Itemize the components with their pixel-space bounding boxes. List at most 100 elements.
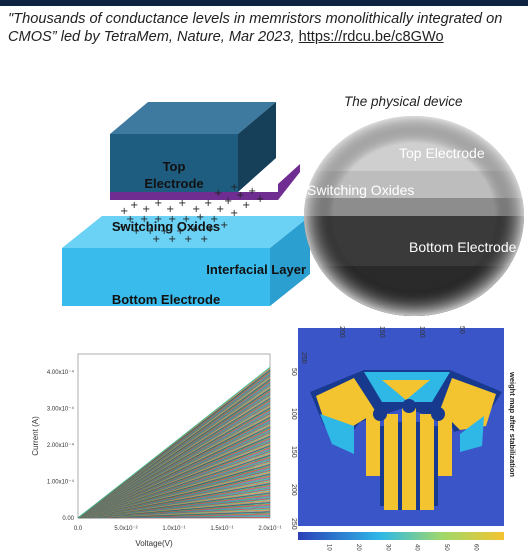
svg-text:+: + <box>168 234 176 245</box>
top-electrode-label-1: Top <box>163 159 186 174</box>
svg-text:+: + <box>224 196 232 207</box>
heatmap-top-tick-150: 150 <box>378 326 385 338</box>
colorbar-tick-label: 50 <box>443 544 449 551</box>
bottom-electrode-top-face <box>62 216 310 248</box>
vacancy-markers: + ++ + ++++ ++++ ++++ ++++ ++++ ++++ ++++ … <box>118 182 264 245</box>
citation: "Thousands of conductance levels in memr… <box>8 10 523 46</box>
top-electrode-label-2: Electrode <box>144 176 203 191</box>
heatmap-gap-2 <box>398 422 402 510</box>
heatmap-pillar-3 <box>402 408 416 510</box>
svg-text:+: + <box>146 226 154 237</box>
heatmap-knot-3 <box>431 407 445 421</box>
heatmap-left-tick-250: 250 <box>290 518 297 530</box>
svg-text:+: + <box>214 188 222 199</box>
svg-text:+: + <box>220 220 228 231</box>
heatmap-center-triangle <box>382 380 430 400</box>
svg-text:+: + <box>192 204 200 215</box>
iv-y-tick-label: 1.00x10⁻⁴ <box>47 479 75 486</box>
photo-bottom-electrode-label: Bottom Electrode <box>409 239 517 255</box>
iv-y-tick-label: 0.00 <box>62 516 74 522</box>
svg-text:+: + <box>140 214 148 225</box>
colorbar-tick-label: 30 <box>384 544 390 551</box>
heatmap-pillar-1 <box>366 414 380 476</box>
iv-x-axis-label: Voltage(V) <box>135 539 173 548</box>
heatmap-gap-3 <box>416 422 420 510</box>
heatmap-pillar-5 <box>438 414 452 476</box>
iv-y-tick-label: 2.00x10⁻⁴ <box>47 442 75 449</box>
heatmap-title: weight map after stabilization <box>508 371 517 477</box>
svg-text:+: + <box>182 214 190 225</box>
device-stack-diagram: + ++ + ++++ ++++ ++++ ++++ ++++ ++++ ++++ … <box>62 102 310 307</box>
heatmap-left-wing <box>316 378 376 428</box>
heatmap-pillar-4 <box>420 414 434 510</box>
svg-text:+: + <box>200 234 208 245</box>
svg-text:+: + <box>178 198 186 209</box>
heatmap-knot-1 <box>373 407 387 421</box>
svg-text:+: + <box>118 222 126 233</box>
svg-text:+: + <box>190 224 198 235</box>
svg-text:+: + <box>154 198 162 209</box>
svg-text:+: + <box>230 182 238 193</box>
heatmap-gap-1 <box>380 426 384 506</box>
svg-text:+: + <box>248 186 256 197</box>
iv-curves <box>77 366 271 519</box>
heatmap-pillar-2 <box>384 414 398 510</box>
iv-x-tick-label: 1.0x10⁻¹ <box>162 526 185 532</box>
bottom-electrode-side-face <box>270 216 310 306</box>
citation-link[interactable]: https://rdcu.be/c8GWo <box>298 29 444 45</box>
heatmap-left-tick-100: 100 <box>290 408 297 420</box>
bottom-electrode-front-face <box>62 248 270 306</box>
colorbar-tick-label: 40 <box>414 544 420 551</box>
svg-text:+: + <box>256 194 264 205</box>
svg-text:+: + <box>160 226 168 237</box>
svg-text:+: + <box>152 234 160 245</box>
svg-text:+: + <box>142 204 150 215</box>
switching-layer-strip <box>110 164 300 200</box>
svg-text:+: + <box>120 206 128 217</box>
citation-text: "Thousands of conductance levels in memr… <box>8 11 503 45</box>
svg-text:+: + <box>236 190 244 201</box>
switching-oxides-label: Switching Oxides <box>112 219 220 234</box>
svg-text:+: + <box>168 214 176 225</box>
top-banner-bar <box>0 0 528 6</box>
top-electrode-top-face <box>110 102 276 134</box>
heatmap-left-tick-200: 200 <box>290 484 297 496</box>
photo-switching-oxides-label: Switching Oxides <box>307 182 414 198</box>
svg-text:+: + <box>196 212 204 223</box>
iv-x-tick-label: 5.0x10⁻² <box>114 526 137 532</box>
svg-text:+: + <box>176 226 184 237</box>
tem-photo: Top Electrode Switching Oxides Bottom El… <box>304 116 524 316</box>
iv-y-axis-label: Current (A) <box>31 416 40 456</box>
weight-map-heatmap: 250 200 150 100 50 50 100 150 200 250 we… <box>290 326 517 551</box>
heatmap-left-tick-150: 150 <box>290 446 297 458</box>
svg-text:+: + <box>242 200 250 211</box>
svg-text:+: + <box>210 214 218 225</box>
heatmap-left-lower <box>320 414 354 454</box>
photo-top-electrode-label: Top Electrode <box>399 145 485 161</box>
iv-y-tick-label: 3.00x10⁻⁴ <box>47 406 75 413</box>
svg-text:+: + <box>204 198 212 209</box>
svg-text:+: + <box>230 208 238 219</box>
svg-text:+: + <box>154 214 162 225</box>
heatmap-right-wing <box>440 378 496 430</box>
heatmap-top-tick-100: 100 <box>418 326 425 338</box>
svg-text:+: + <box>206 224 214 235</box>
heatmap-right-lower <box>460 416 484 452</box>
heatmap-top-tick-250: 250 <box>300 352 307 364</box>
interfacial-layer-label: Interfacial Layer <box>206 262 306 277</box>
heatmap-colorbar <box>298 532 504 540</box>
heatmap-knot-2 <box>402 399 416 413</box>
iv-y-tick-label: 4.00x10⁻⁴ <box>47 369 75 376</box>
colorbar-tick-label: 20 <box>355 544 361 551</box>
svg-text:+: + <box>216 204 224 215</box>
photo-caption: The physical device <box>344 94 463 109</box>
heatmap-top-tick-50: 50 <box>458 326 465 334</box>
heatmap-top-tick-200: 200 <box>338 326 345 338</box>
colorbar-tick-label: 10 <box>325 544 331 551</box>
colorbar-tick-label: 60 <box>473 544 479 551</box>
svg-text:+: + <box>130 200 138 211</box>
top-electrode-side-face <box>238 102 276 192</box>
iv-curve-chart: 0.00 1.00x10⁻⁴ 2.00x10⁻⁴ 3.00x10⁻⁴ 4.00x10⁻⁴… <box>31 353 282 548</box>
svg-text:+: + <box>126 214 134 225</box>
